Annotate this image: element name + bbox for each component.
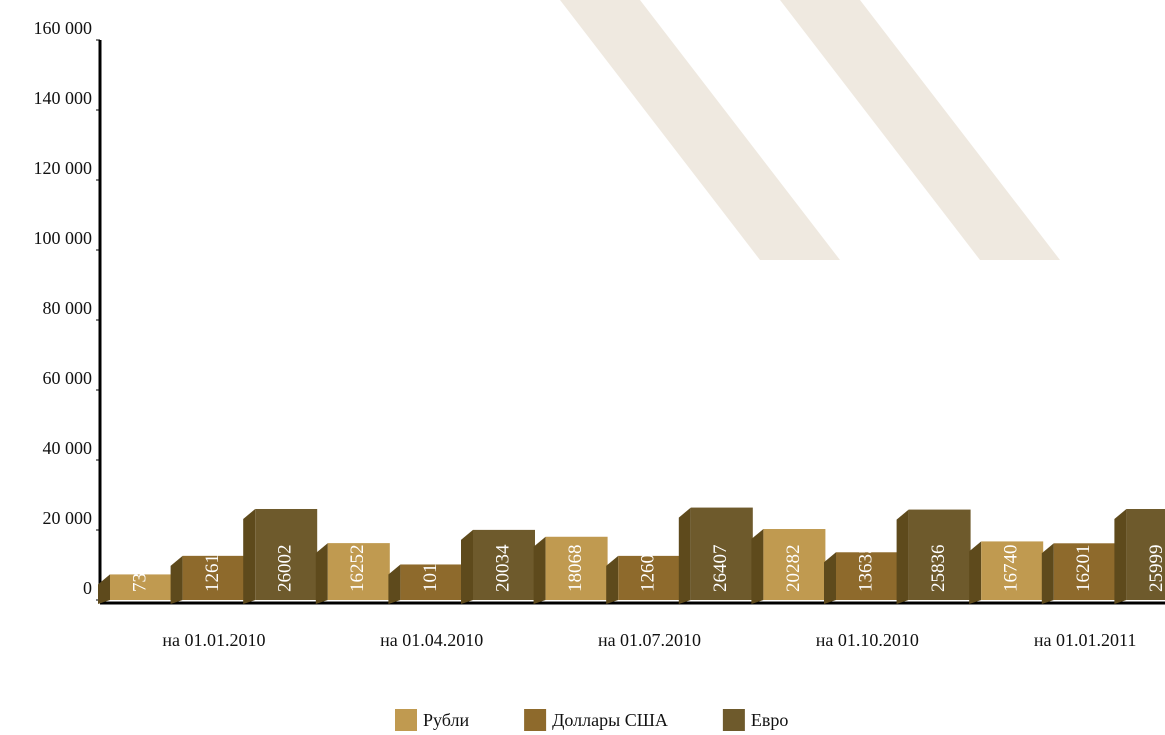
x-tick-label: на 01.01.2011 <box>1034 630 1136 650</box>
bar <box>110 574 172 600</box>
legend-label: Евро <box>751 710 789 730</box>
bar <box>618 555 681 600</box>
x-tick-label: на 01.10.2010 <box>816 630 919 650</box>
bar-side <box>969 541 982 604</box>
value-label: 7308 <box>129 554 150 592</box>
value-label: 20282 <box>783 545 804 593</box>
bar-side <box>461 529 473 604</box>
y-tick-label: 60 000 <box>43 368 93 388</box>
x-tick-label: на 01.04.2010 <box>380 630 483 650</box>
y-tick-label: 140 000 <box>34 88 93 108</box>
bar-side <box>1114 509 1127 604</box>
value-label: 16740 <box>1001 545 1022 593</box>
bar <box>473 529 535 600</box>
y-tick-label: 160 000 <box>34 18 93 38</box>
y-tick-label: 40 000 <box>43 438 93 458</box>
value-label: 13635 <box>855 545 876 593</box>
y-tick-label: 120 000 <box>34 158 93 178</box>
bar-side <box>533 536 546 604</box>
value-label: 26002 <box>275 545 296 593</box>
bar <box>400 564 463 600</box>
legend-swatch <box>524 709 547 731</box>
bar-side <box>315 543 328 604</box>
value-label: 10151 <box>420 545 441 593</box>
value-label: 12617 <box>202 545 223 593</box>
value-label: 25836 <box>928 545 949 593</box>
legend-label: Доллары США <box>552 710 668 730</box>
legend-swatch <box>722 709 745 731</box>
bar-side <box>606 555 619 604</box>
y-tick-label: 100 000 <box>34 228 93 248</box>
bar <box>981 541 1044 600</box>
background-stripe <box>560 0 840 260</box>
bar-side <box>824 552 836 604</box>
legend-label: Рубли <box>423 710 469 730</box>
bar <box>327 543 390 600</box>
bar-side <box>678 507 691 604</box>
bar-side <box>751 529 764 604</box>
y-tick-label: 20 000 <box>43 508 93 528</box>
legend-swatch <box>395 709 417 731</box>
bar <box>255 508 318 600</box>
bar <box>1126 509 1165 600</box>
value-label: 16201 <box>1073 545 1094 593</box>
value-label: 26407 <box>710 545 731 593</box>
bar <box>1053 543 1116 600</box>
value-label: 20034 <box>492 544 513 592</box>
bar <box>182 555 245 600</box>
value-label: 16252 <box>347 545 368 593</box>
bar-side <box>98 574 110 604</box>
bar <box>763 529 826 600</box>
bar-side <box>1041 543 1054 604</box>
bar-side <box>243 508 256 604</box>
x-tick-label: на 01.01.2010 <box>162 630 265 650</box>
background-stripe <box>780 0 1060 260</box>
y-tick-label: 0 <box>83 578 92 598</box>
bar-side <box>388 564 401 604</box>
bar <box>836 552 898 600</box>
bar <box>908 509 971 600</box>
bar-side <box>170 555 183 604</box>
x-tick-label: на 01.07.2010 <box>598 630 701 650</box>
bar <box>690 507 753 600</box>
value-label: 25999 <box>1146 545 1165 593</box>
bar <box>545 536 608 600</box>
value-label: 12607 <box>638 545 659 593</box>
y-tick-label: 80 000 <box>43 298 93 318</box>
bar-side <box>896 509 909 604</box>
value-label: 18068 <box>565 545 586 593</box>
